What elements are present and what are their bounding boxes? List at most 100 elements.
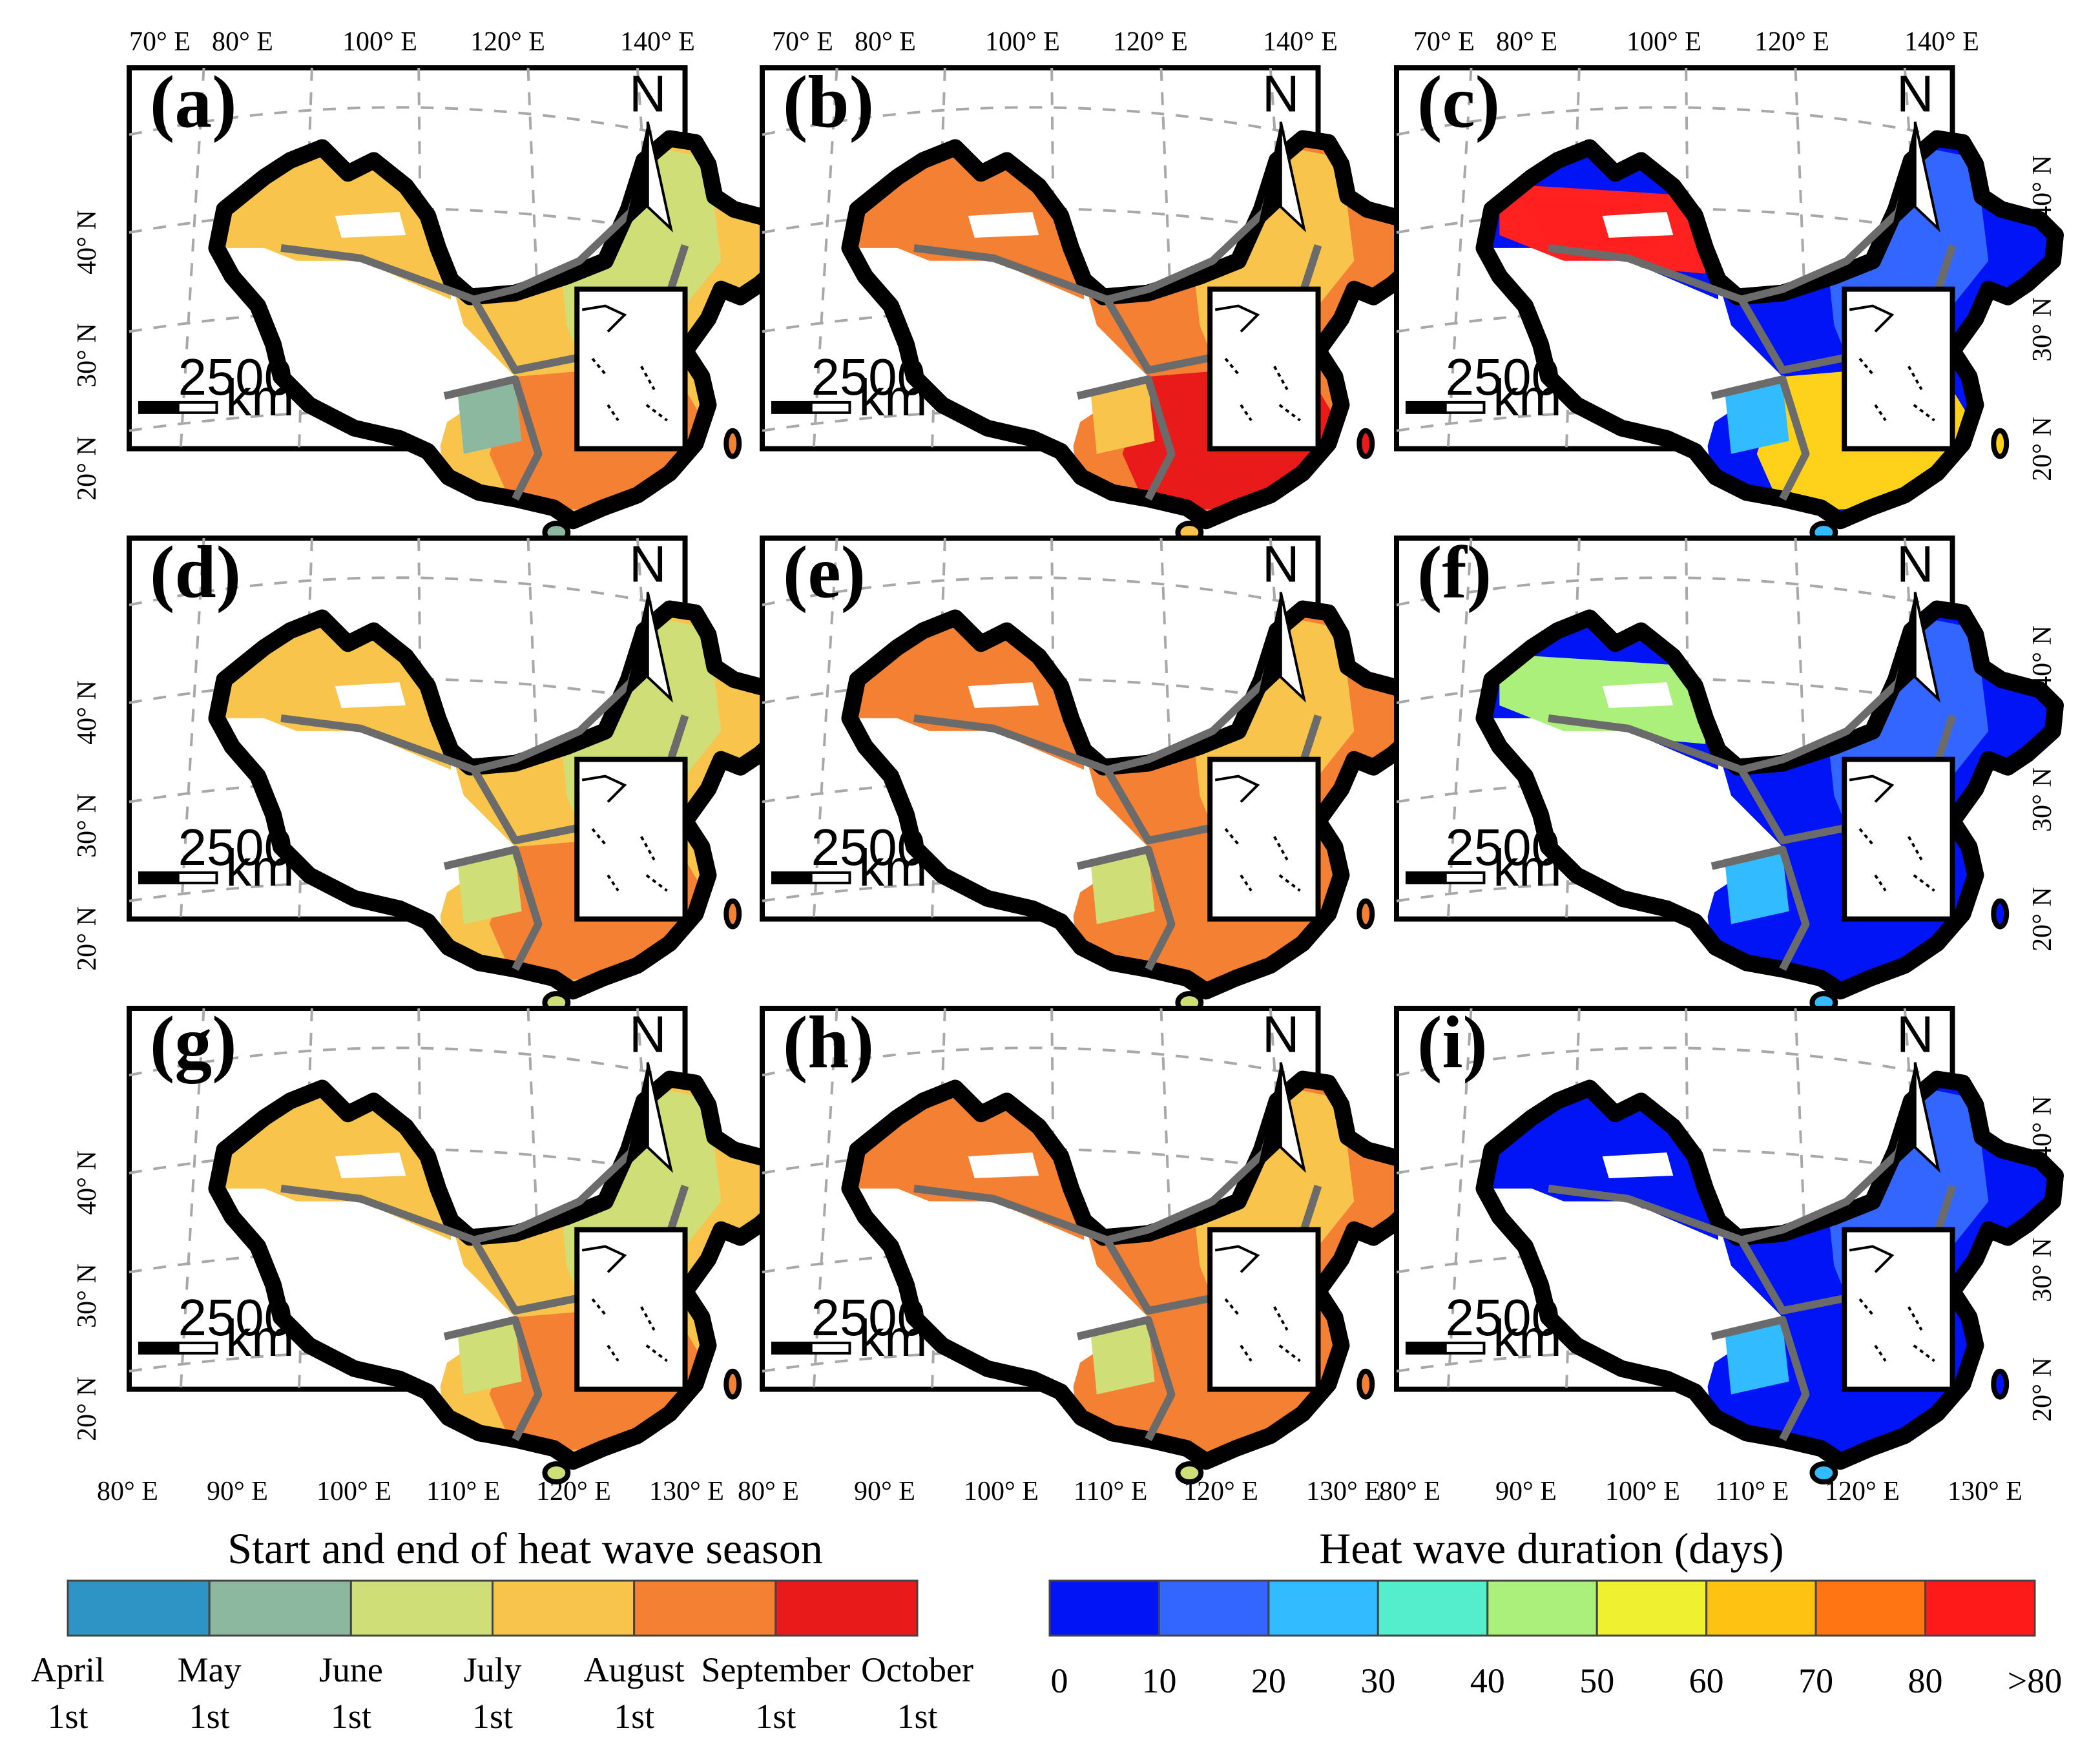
region-boundary	[1710, 1316, 1810, 1442]
north-arrow-icon	[1279, 1062, 1306, 1173]
graticule-line	[179, 67, 205, 449]
graticule-line	[1396, 576, 1953, 610]
lat-tick-label: 30° N	[2028, 1238, 2057, 1302]
lon-tick-label: 140° E	[620, 27, 695, 57]
legend-duration-value: 10	[1141, 1661, 1176, 1700]
north-arrow-icon	[1913, 592, 1940, 703]
legend-season-day: 1st	[331, 1697, 371, 1736]
legend-season-month: August	[584, 1650, 685, 1689]
lat-tick-label: 40° N	[72, 1150, 102, 1215]
inset-frame	[1842, 1227, 1955, 1392]
taiwan-island	[723, 428, 742, 459]
scale-bar-black-segment	[771, 401, 813, 414]
scale-bar-white-segment	[1444, 1341, 1486, 1355]
lon-tick-label: 120° E	[1825, 1477, 1900, 1506]
legend-season-day: 1st	[755, 1697, 796, 1736]
legend-season-labels: April 1st May 1st June 1st July 1st August 1st Sep…	[31, 1650, 973, 1736]
lat-tick-label: 20° N	[2028, 417, 2057, 481]
legend-duration-swatch	[1705, 1579, 1817, 1637]
legend-duration-value: 30	[1360, 1661, 1395, 1700]
inset-coastline	[1214, 1245, 1260, 1273]
data-patch-southwest	[457, 383, 522, 454]
south-china-sea-inset	[574, 756, 688, 922]
north-arrow-label: N	[629, 536, 667, 593]
scale-bar-black-segment	[138, 871, 180, 884]
north-arrow-icon	[624, 121, 648, 229]
panel-label: (c)	[1417, 61, 1500, 143]
lon-tick-label: 80° E	[738, 1477, 799, 1506]
taiwan-island	[1357, 1368, 1375, 1400]
region-boundary	[443, 375, 543, 501]
legend-season-day: 1st	[614, 1697, 654, 1736]
data-patch-southwest	[1724, 383, 1789, 454]
taiwan-island	[1991, 428, 2010, 459]
inset-dashed-line	[1858, 357, 1935, 422]
lon-tick-label: 120° E	[536, 1477, 611, 1506]
legend-duration-value: >80	[2008, 1661, 2062, 1700]
lon-tick-label: 80° E	[1379, 1477, 1440, 1506]
scale-bar-black-segment	[771, 871, 813, 884]
data-patch-southwest	[1090, 383, 1155, 454]
legend-duration-value: 70	[1798, 1661, 1833, 1700]
region-boundary	[1076, 375, 1176, 501]
lat-tick-label: 40° N	[72, 210, 102, 275]
legend-duration-swatches	[1048, 1579, 2036, 1637]
graticule-line	[1396, 1046, 1953, 1081]
region-boundary	[443, 846, 543, 972]
legend-season-month: July	[463, 1650, 521, 1689]
lat-tick-label: 40° N	[2028, 1096, 2057, 1160]
lon-tick-label: 120° E	[1113, 27, 1188, 57]
north-arrow-icon	[1913, 121, 1940, 233]
lat-tick-label: 20° N	[72, 906, 102, 971]
no-data-plateau	[219, 1201, 464, 1395]
lon-tick-label: 100° E	[342, 27, 417, 57]
scale-bar-white-segment	[809, 1341, 851, 1355]
scale-bar-unit: km	[858, 369, 927, 426]
legend-season-month: October	[861, 1650, 973, 1689]
lon-tick-label: 70° E	[772, 27, 833, 57]
region-boundary	[1710, 375, 1810, 501]
north-arrow-label: N	[629, 1006, 667, 1063]
lat-tick-label: 40° N	[2028, 625, 2057, 690]
scale-bar-white-segment	[1444, 871, 1486, 884]
scale-bar-unit: km	[225, 839, 294, 897]
scale-bar-value: 2500	[178, 818, 293, 876]
panel-label: (f)	[1417, 531, 1492, 614]
north-arrow-icon	[1279, 592, 1306, 703]
lon-tick-label: 130° E	[1306, 1477, 1381, 1506]
lat-tick-label: 20° N	[72, 436, 102, 501]
lon-tick-label: 100° E	[964, 1477, 1039, 1506]
inset-dashed-line	[1224, 827, 1301, 892]
legend-duration-value: 20	[1251, 1661, 1286, 1700]
lon-tick-label: 100° E	[317, 1477, 391, 1506]
lon-tick-label: 80° E	[212, 27, 273, 57]
north-arrow: N	[624, 65, 673, 233]
scale-bar-white-segment	[176, 871, 218, 884]
data-patch-southwest	[457, 1324, 522, 1395]
north-arrow: N	[1891, 65, 1940, 233]
inset-frame	[1842, 286, 1955, 452]
scale-bar-black-segment	[771, 1341, 813, 1355]
north-arrow-icon	[1279, 121, 1306, 233]
legend-season-month: May	[178, 1650, 242, 1689]
no-data-plateau	[852, 1201, 1097, 1395]
panel-label: (h)	[783, 1001, 874, 1084]
north-arrow: N	[1257, 536, 1306, 703]
lon-tick-label: 90° E	[207, 1477, 268, 1506]
no-data-plateau	[1486, 731, 1731, 924]
lat-tick-label: 30° N	[2028, 767, 2057, 832]
taiwan-island	[1357, 898, 1375, 930]
scale-bar-unit: km	[858, 1309, 927, 1367]
legend-duration-title: Heat wave duration (days)	[1319, 1524, 1783, 1573]
lat-tick-label: 20° N	[2028, 887, 2057, 952]
legend-season-day: 1st	[189, 1697, 230, 1736]
north-arrow: N	[1257, 1006, 1306, 1173]
region-boundary	[1076, 1316, 1176, 1442]
inset-coastline	[1214, 775, 1260, 803]
south-china-sea-inset	[1842, 1227, 1955, 1392]
scale-bar-unit: km	[225, 1309, 294, 1367]
